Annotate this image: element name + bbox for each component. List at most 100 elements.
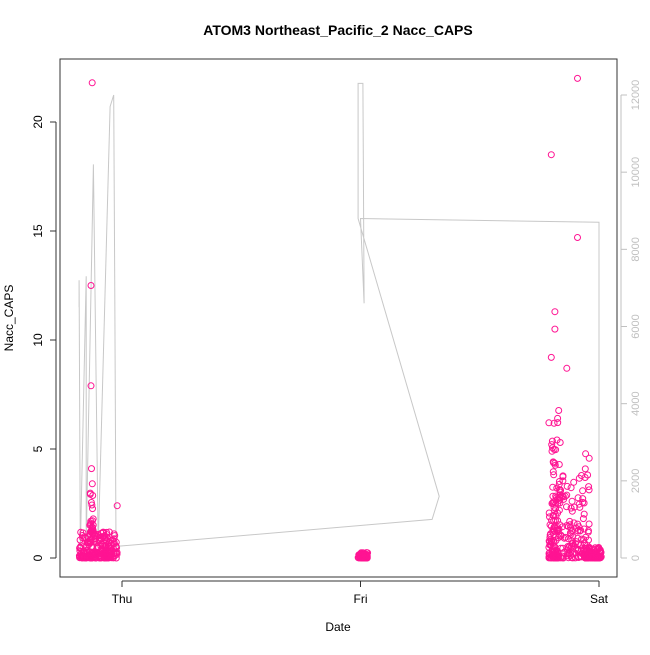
data-point (585, 454, 593, 462)
data-point (106, 547, 114, 555)
data-point (553, 436, 561, 444)
data-point (559, 472, 567, 480)
data-point (585, 527, 592, 535)
y-tick-label: 10 (31, 333, 45, 347)
data-point (570, 478, 578, 486)
data-point (88, 528, 96, 536)
y2-tick-label: 12000 (630, 80, 642, 111)
data-point (578, 535, 586, 543)
data-point (555, 506, 563, 514)
data-point (87, 382, 95, 390)
y-axis-label: Nacc_CAPS (2, 285, 16, 352)
data-point (89, 492, 97, 499)
y-tick-label: 0 (31, 554, 45, 561)
data-point (563, 503, 570, 511)
data-point (576, 527, 584, 535)
data-point (89, 505, 96, 513)
y-tick-label: 5 (31, 445, 45, 452)
data-point (88, 480, 96, 488)
data-point (545, 419, 553, 427)
data-point (547, 151, 555, 159)
data-point (546, 513, 553, 521)
data-point (550, 459, 557, 467)
data-point (549, 483, 557, 491)
data-point (578, 472, 585, 479)
y2-tick-label: 4000 (630, 391, 642, 415)
y-tick-label: 20 (31, 115, 45, 129)
data-point (591, 544, 599, 552)
data-point (91, 537, 98, 545)
y-tick-label: 15 (31, 224, 45, 238)
data-point (549, 537, 557, 545)
data-point (110, 530, 118, 538)
y2-tick-label: 10000 (630, 157, 642, 188)
data-point (580, 510, 588, 518)
data-point (81, 547, 88, 555)
data-point (563, 482, 571, 490)
data-point (105, 539, 113, 547)
data-point (567, 484, 575, 492)
data-point (568, 507, 576, 515)
data-point (579, 498, 587, 506)
data-point (585, 486, 593, 494)
data-point (553, 546, 560, 554)
data-point (555, 407, 563, 414)
data-point (546, 541, 554, 549)
data-point (87, 282, 95, 289)
data-point (545, 509, 553, 517)
data-point (88, 525, 96, 533)
data-point (89, 515, 97, 523)
data-point (89, 527, 97, 535)
data-point (566, 521, 574, 529)
y2-tick-label: 8000 (630, 237, 642, 261)
data-point (557, 544, 565, 552)
data-point (563, 364, 571, 372)
data-point (551, 308, 559, 316)
plot-frame (59, 58, 618, 578)
data-point (574, 74, 581, 82)
x-tick-label: Fri (354, 592, 368, 606)
data-point (545, 549, 553, 557)
data-point (582, 554, 590, 562)
data-point (550, 517, 558, 525)
data-point (555, 480, 563, 488)
data-point (549, 444, 556, 452)
data-point (84, 539, 92, 547)
data-point (555, 494, 563, 501)
data-point (551, 325, 559, 333)
data-point (558, 492, 566, 500)
x-axis-label: Date (325, 620, 351, 634)
data-point (576, 503, 584, 511)
data-point (559, 554, 567, 562)
data-point (574, 494, 582, 502)
data-point (588, 546, 596, 554)
data-point (568, 497, 576, 505)
data-point (550, 471, 558, 479)
data-point (550, 419, 558, 427)
data-point (574, 527, 582, 535)
data-point (552, 554, 560, 562)
y2-tick-label: 2000 (630, 469, 642, 493)
data-point (106, 553, 114, 561)
data-point (555, 478, 563, 485)
data-point (564, 554, 572, 562)
data-point (79, 529, 87, 537)
data-point (557, 554, 565, 561)
data-point (545, 554, 553, 562)
data-point (554, 419, 562, 427)
data-point (566, 529, 574, 537)
data-point (548, 441, 556, 449)
data-point (574, 234, 581, 241)
data-point (76, 543, 84, 551)
data-point (564, 543, 572, 550)
data-point (579, 515, 587, 523)
data-point (113, 502, 121, 510)
data-point (552, 512, 560, 520)
data-point (548, 437, 556, 445)
data-point (575, 500, 583, 508)
data-point (559, 477, 567, 485)
data-point (90, 550, 98, 558)
data-point (106, 544, 114, 552)
secondary-series-layer (78, 82, 600, 551)
